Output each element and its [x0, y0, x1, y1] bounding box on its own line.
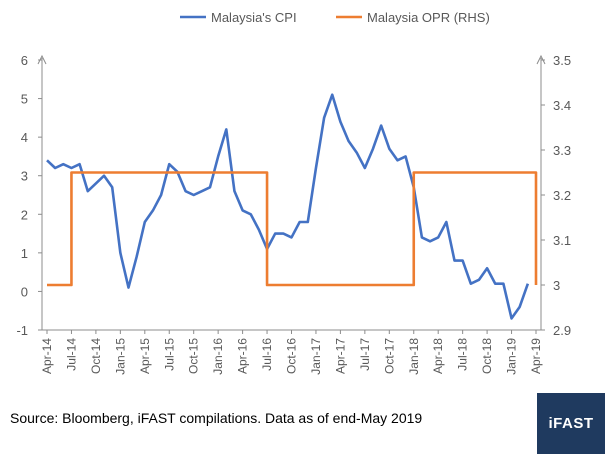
- x-tick-label: Apr-18: [431, 338, 445, 374]
- x-tick-label: Oct-15: [187, 338, 201, 374]
- left-tick-label: 1: [21, 246, 28, 261]
- x-tick-label: Jan-18: [407, 338, 421, 375]
- left-tick-label: 6: [21, 53, 28, 68]
- x-tick-label: Apr-17: [333, 338, 347, 374]
- right-tick-label: 3.3: [553, 143, 571, 158]
- right-tick-label: 3.1: [553, 233, 571, 248]
- opr-series-line: [47, 171, 538, 287]
- x-tick-label: Apr-14: [40, 338, 54, 374]
- x-tick-label: Oct-14: [89, 338, 103, 374]
- left-tick-label: 4: [21, 130, 28, 145]
- cpi-series-line: [46, 93, 530, 320]
- footer-bar: Source: Bloomberg, iFAST compilations. D…: [0, 393, 605, 454]
- right-tick-label: 3.5: [553, 53, 571, 68]
- left-tick-label: 2: [21, 207, 28, 222]
- logo-text: iFAST: [548, 415, 594, 432]
- x-tick-label: Jul-17: [358, 338, 372, 371]
- right-axis-arrow: [536, 54, 546, 65]
- legend-label: Malaysia's CPI: [211, 10, 297, 25]
- legend-label: Malaysia OPR (RHS): [367, 10, 490, 25]
- right-tick-label: 3.2: [553, 188, 571, 203]
- left-tick-label: -1: [16, 323, 28, 338]
- right-tick-label: 2.9: [553, 323, 571, 338]
- ifast-logo: iFAST: [537, 393, 605, 454]
- x-tick-label: Jan-15: [113, 338, 127, 375]
- x-tick-label: Jul-14: [64, 338, 78, 371]
- x-tick-label: Apr-19: [529, 338, 543, 374]
- right-tick-label: 3: [553, 278, 560, 293]
- x-tick-label: Jan-16: [211, 338, 225, 375]
- x-tick-label: Apr-15: [138, 338, 152, 374]
- left-tick-label: 5: [21, 92, 28, 107]
- x-tick-label: Oct-16: [285, 338, 299, 374]
- x-tick-label: Jul-18: [456, 338, 470, 371]
- x-tick-label: Jul-15: [162, 338, 176, 371]
- right-tick-label: 3.4: [553, 98, 571, 113]
- source-note: Source: Bloomberg, iFAST compilations. D…: [10, 410, 423, 426]
- chart: -1 0 1 2 3 4 5 6 2.9 3 3.1 3.2 3.3 3.4 3.5 Apr-14 Jul-14…: [16, 10, 571, 375]
- left-tick-label: 0: [21, 284, 28, 299]
- left-axis-arrow: [37, 54, 47, 65]
- x-tick-label: Jan-17: [309, 338, 323, 375]
- x-tick-label: Oct-17: [382, 338, 396, 374]
- left-tick-label: 3: [21, 169, 28, 184]
- x-tick-label: Apr-16: [236, 338, 250, 374]
- x-tick-label: Jan-19: [505, 338, 519, 375]
- x-tick-label: Jul-16: [260, 338, 274, 371]
- x-tick-label: Oct-18: [480, 338, 494, 374]
